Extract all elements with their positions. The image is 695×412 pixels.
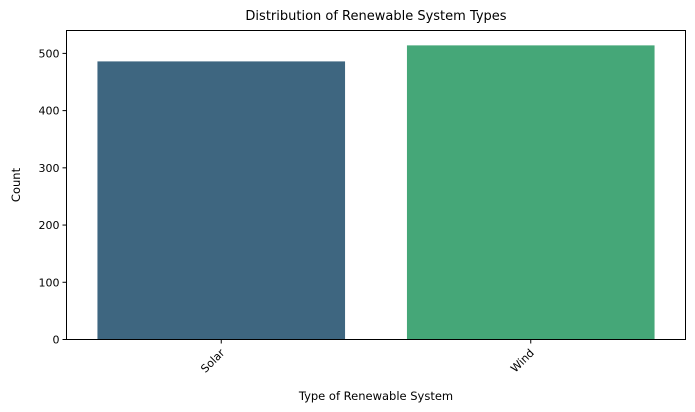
- y-tick-label: 200: [39, 219, 60, 232]
- chart-title: Distribution of Renewable System Types: [245, 9, 506, 24]
- y-axis-label: Count: [9, 167, 23, 202]
- x-tick-label-wind: Wind: [508, 346, 537, 375]
- bars-group: [97, 45, 655, 340]
- x-axis-label: Type of Renewable System: [298, 389, 453, 403]
- y-tick-label: 0: [53, 334, 60, 347]
- y-axis-ticks: 0 100 200 300 400 500: [39, 47, 67, 347]
- y-tick-label: 100: [39, 276, 60, 289]
- bar-wind: [406, 45, 655, 340]
- y-tick-label: 400: [39, 105, 60, 118]
- bar-solar: [97, 61, 346, 340]
- x-axis-ticks: Solar Wind: [198, 339, 537, 375]
- y-tick-label: 500: [39, 47, 60, 60]
- x-tick-label-solar: Solar: [198, 346, 227, 375]
- plot-frame: [66, 30, 686, 340]
- y-tick-label: 300: [39, 162, 60, 175]
